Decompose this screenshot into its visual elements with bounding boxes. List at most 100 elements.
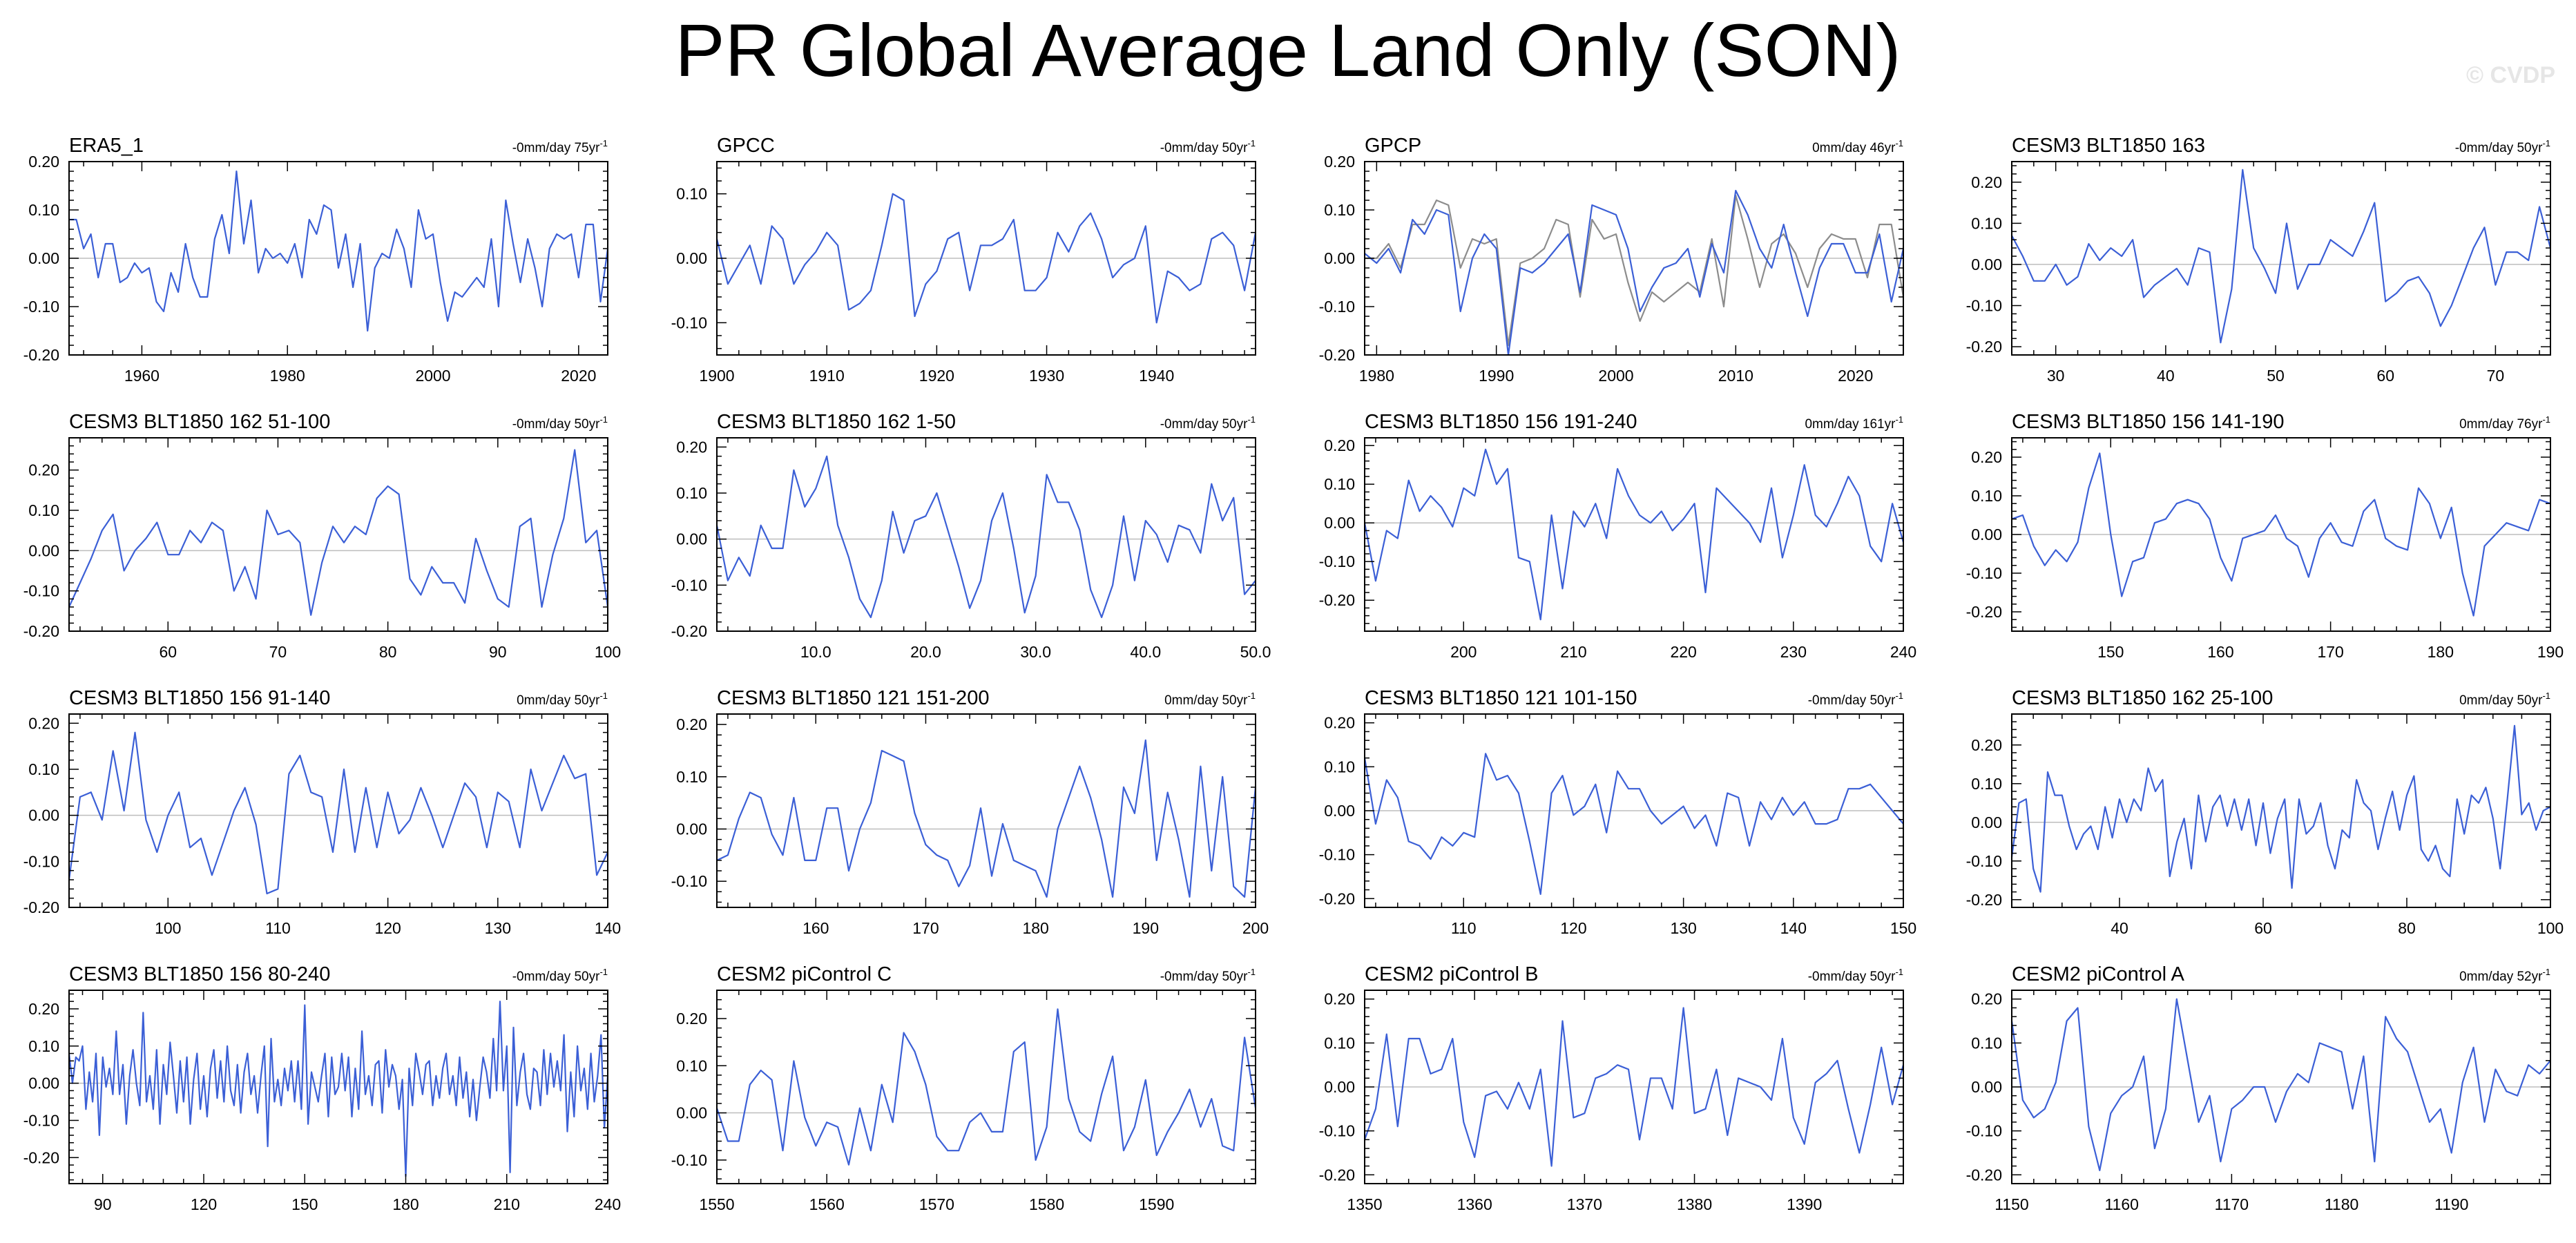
panel-15: CESM2 piControl A 0mm/day 52yr-1 1150 1160 1… xyxy=(1966,963,2551,1213)
x-tick-label: 1150 xyxy=(1995,1195,2028,1213)
panel-5: CESM3 BLT1850 162 1-50 -0mm/day 50yr-1 10.… xyxy=(671,411,1271,661)
trend-exponent: -1 xyxy=(1247,691,1256,701)
x-tick-label: 140 xyxy=(595,919,621,937)
x-tick-label: 160 xyxy=(802,919,829,937)
y-tick-label: 0.00 xyxy=(1971,526,2002,543)
x-tick-label: 40 xyxy=(2111,919,2128,937)
y-tick-label: 0.00 xyxy=(28,249,59,267)
y-tick-label: 0.10 xyxy=(676,1057,707,1075)
watermark: © CVDP xyxy=(2466,62,2555,88)
x-tick-label: 210 xyxy=(494,1195,520,1213)
x-tick-label: 2020 xyxy=(561,367,596,385)
y-tick-label: -0.20 xyxy=(1319,1166,1355,1184)
panel-6: CESM3 BLT1850 156 191-240 0mm/day 161yr-1… xyxy=(1319,411,1917,661)
plot-frame xyxy=(2011,713,2551,908)
x-tick-label: 150 xyxy=(1890,919,1916,937)
x-tick-label: 60 xyxy=(2376,367,2394,385)
trend-label: 0mm/day 52yr-1 xyxy=(2459,967,2550,984)
plot-frame xyxy=(2011,161,2551,356)
trend-value: 0mm/day 50yr xyxy=(1164,693,1248,708)
trend-exponent: -1 xyxy=(599,138,608,148)
y-tick-label: 0.10 xyxy=(28,201,59,219)
series-line-0 xyxy=(68,449,609,616)
plot-frame xyxy=(68,713,608,908)
trend-value: -0mm/day 50yr xyxy=(1160,970,1248,984)
trend-value: -0mm/day 50yr xyxy=(2455,141,2543,155)
panel-4: CESM3 BLT1850 162 51-100 -0mm/day 50yr-1 6… xyxy=(23,411,622,661)
x-tick-label: 190 xyxy=(2537,643,2564,661)
x-tick-label: 2010 xyxy=(1718,367,1753,385)
y-tick-label: 0.20 xyxy=(1324,714,1355,732)
trend-value: -0mm/day 50yr xyxy=(1808,970,1896,984)
trend-exponent: -1 xyxy=(1895,414,1903,425)
x-tick-label: 30 xyxy=(2047,367,2065,385)
x-tick-label: 1390 xyxy=(1787,1195,1822,1213)
y-tick-label: 0.20 xyxy=(676,1010,707,1028)
y-tick-label: -0.20 xyxy=(1966,603,2002,621)
y-tick-label: 0.10 xyxy=(1324,758,1355,775)
trend-value: -0mm/day 75yr xyxy=(512,141,600,155)
panel-title: CESM3 BLT1850 156 80-240 xyxy=(69,963,330,985)
trend-value: -0mm/day 50yr xyxy=(1160,141,1248,155)
panel-13: CESM2 piControl C -0mm/day 50yr-1 1550 1560… xyxy=(671,963,1257,1213)
y-tick-label: 0.20 xyxy=(28,153,59,171)
plot-frame xyxy=(1364,437,1904,632)
x-tick-label: 2000 xyxy=(1598,367,1633,385)
x-tick-label: 180 xyxy=(1022,919,1048,937)
x-tick-label: 50 xyxy=(2267,367,2285,385)
series-line-0 xyxy=(2010,724,2551,893)
trend-value: 0mm/day 161yr xyxy=(1805,417,1896,432)
y-tick-label: 0.00 xyxy=(676,249,707,267)
trend-exponent: -1 xyxy=(1895,967,1903,977)
trend-exponent: -1 xyxy=(1895,691,1903,701)
panel-11: CESM3 BLT1850 162 25-100 0mm/day 50yr-1 40… xyxy=(1966,687,2564,937)
trend-value: 0mm/day 52yr xyxy=(2459,970,2543,984)
trend-label: -0mm/day 50yr-1 xyxy=(1160,414,1256,432)
y-tick-label: -0.20 xyxy=(1319,889,1355,907)
trend-exponent: -1 xyxy=(2542,691,2550,701)
x-tick-label: 10.0 xyxy=(800,643,832,661)
plot-frame xyxy=(716,713,1256,908)
y-tick-label: 0.20 xyxy=(676,438,707,456)
trend-label: -0mm/day 50yr-1 xyxy=(1160,138,1256,155)
trend-value: 0mm/day 76yr xyxy=(2459,417,2543,432)
x-tick-label: 2000 xyxy=(415,367,450,385)
trend-label: -0mm/day 50yr-1 xyxy=(1808,691,1903,708)
x-tick-label: 1910 xyxy=(809,367,845,385)
trend-label: -0mm/day 50yr-1 xyxy=(512,967,608,984)
y-tick-label: -0.20 xyxy=(1319,591,1355,609)
x-tick-label: 1190 xyxy=(2434,1195,2468,1213)
y-tick-label: 0.00 xyxy=(1971,813,2002,831)
y-tick-label: 0.00 xyxy=(1971,1078,2002,1096)
y-tick-label: 0.00 xyxy=(1971,256,2002,273)
y-tick-label: -0.20 xyxy=(1966,1166,2002,1184)
main-title: PR Global Average Land Only (SON) xyxy=(675,8,1901,92)
y-tick-label: -0.10 xyxy=(23,852,59,870)
series-line-1 xyxy=(1365,194,1905,347)
x-tick-label: 130 xyxy=(485,919,511,937)
y-tick-label: 0.10 xyxy=(28,760,59,778)
trend-label: -0mm/day 50yr-1 xyxy=(512,414,608,432)
panel-title: CESM3 BLT1850 121 101-150 xyxy=(1365,687,1637,709)
x-tick-label: 40 xyxy=(2157,367,2175,385)
panel-title: CESM3 BLT1850 156 91-140 xyxy=(69,687,330,709)
x-tick-label: 1980 xyxy=(1359,367,1394,385)
x-tick-label: 90 xyxy=(489,643,507,661)
y-tick-label: -0.10 xyxy=(671,314,707,331)
y-tick-label: 0.10 xyxy=(1971,214,2002,232)
y-tick-label: -0.20 xyxy=(1966,338,2002,356)
trend-value: -0mm/day 50yr xyxy=(1808,693,1896,708)
y-tick-label: 0.10 xyxy=(1324,201,1355,219)
x-tick-label: 120 xyxy=(191,1195,217,1213)
panel-1: GPCC -0mm/day 50yr-1 1900 1910 1920 1930 1940 -… xyxy=(671,135,1257,385)
x-tick-label: 110 xyxy=(265,919,291,937)
trend-exponent: -1 xyxy=(1247,414,1256,425)
y-tick-label: 0.20 xyxy=(28,1000,59,1018)
x-tick-label: 240 xyxy=(595,1195,621,1213)
panel-0: ERA5_1 -0mm/day 75yr-1 1960 1980 2000 2020 -0.… xyxy=(23,135,609,385)
y-tick-label: -0.10 xyxy=(671,1151,707,1169)
x-tick-label: 30.0 xyxy=(1020,643,1051,661)
x-tick-label: 100 xyxy=(2537,919,2564,937)
x-tick-label: 170 xyxy=(912,919,939,937)
